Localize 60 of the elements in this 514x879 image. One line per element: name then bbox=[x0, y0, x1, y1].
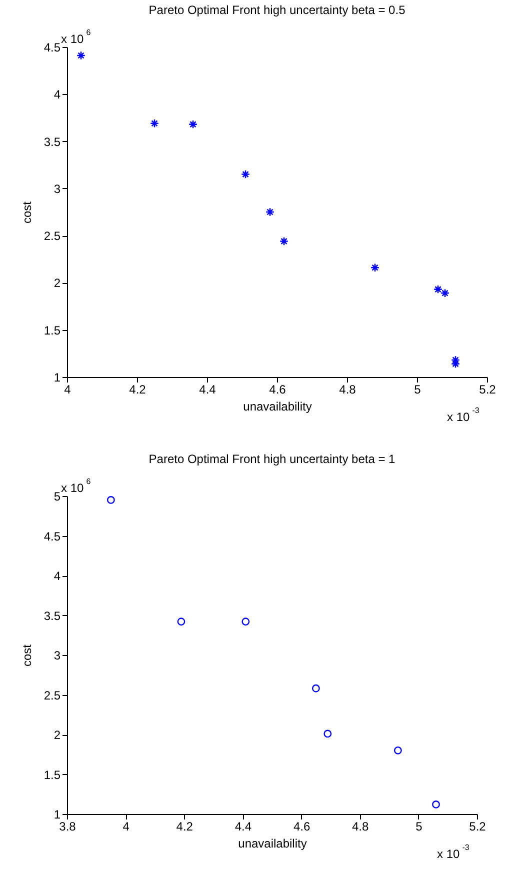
y-tick-label: 1 bbox=[54, 808, 61, 822]
x-tick-label: 5 bbox=[414, 382, 422, 396]
point bbox=[432, 800, 440, 808]
y-tick-label: 4 bbox=[54, 569, 61, 583]
point bbox=[450, 356, 460, 365]
y-tick-label: 1 bbox=[54, 370, 61, 384]
text: x 106 bbox=[61, 477, 92, 495]
point bbox=[312, 684, 320, 692]
x-tick-label: 4 bbox=[122, 820, 130, 834]
point bbox=[242, 618, 250, 626]
point bbox=[150, 118, 160, 128]
y-tick-label: 1.5 bbox=[44, 323, 61, 338]
y-tick-label: 2 bbox=[54, 728, 61, 742]
x-tick-label: 5.2 bbox=[479, 382, 496, 396]
point bbox=[177, 618, 186, 626]
x-tick-label: 4.8 bbox=[339, 382, 356, 396]
x-tick-label: 4.6 bbox=[293, 820, 310, 834]
point bbox=[265, 207, 275, 217]
y-tick-label: 2 bbox=[54, 276, 61, 290]
x-axis-title: unavailability bbox=[238, 836, 307, 850]
chart-title: Pareto Optimal Front high uncertainty beta = 0.5 bbox=[148, 3, 406, 17]
point bbox=[106, 496, 115, 504]
y-tick-label: 2.5 bbox=[44, 229, 61, 244]
point bbox=[370, 263, 380, 272]
point bbox=[433, 284, 443, 294]
x-tick-label: 4.2 bbox=[129, 382, 146, 396]
x-tick-label: 4.8 bbox=[352, 820, 370, 834]
y-tick-label: 1.5 bbox=[44, 768, 61, 782]
x-tick-label: 4.2 bbox=[176, 820, 194, 834]
x-tick-label: 3.8 bbox=[59, 820, 76, 834]
x-tick-label: 5.2 bbox=[469, 820, 486, 834]
point bbox=[279, 236, 289, 246]
text: x 106 bbox=[61, 28, 92, 46]
y-tick-label: 3.5 bbox=[44, 134, 61, 149]
point bbox=[188, 120, 198, 129]
x-tick-label: 4.4 bbox=[234, 820, 252, 834]
y-tick-label: 3 bbox=[54, 182, 61, 196]
x-axis-title: unavailability bbox=[243, 400, 312, 414]
y-axis-title: cost bbox=[20, 200, 34, 224]
y-tick-label: 3 bbox=[54, 648, 61, 662]
y-tick-label: 4.5 bbox=[44, 40, 61, 54]
y-tick-label: 4.5 bbox=[44, 529, 61, 544]
x-tick-label: 4 bbox=[64, 382, 72, 396]
point bbox=[394, 746, 402, 754]
y-tick-label: 4 bbox=[54, 88, 61, 102]
y-tick-label: 5 bbox=[54, 490, 61, 504]
y-axis-title: cost bbox=[20, 644, 34, 667]
text: x 10-3 bbox=[447, 406, 480, 424]
point bbox=[324, 730, 332, 738]
y-tick-label: 2.5 bbox=[44, 688, 61, 702]
point bbox=[450, 359, 460, 368]
chart-title: Pareto Optimal Front high uncertainty beta = 1 bbox=[148, 452, 396, 466]
point bbox=[240, 170, 250, 179]
y-tick-label: 3.5 bbox=[44, 608, 61, 623]
x-tick-label: 5 bbox=[416, 820, 423, 834]
point bbox=[440, 288, 450, 298]
text: x 10-3 bbox=[437, 843, 470, 861]
x-tick-label: 4.4 bbox=[199, 382, 216, 396]
x-tick-label: 4.6 bbox=[269, 382, 286, 396]
point bbox=[76, 50, 86, 60]
